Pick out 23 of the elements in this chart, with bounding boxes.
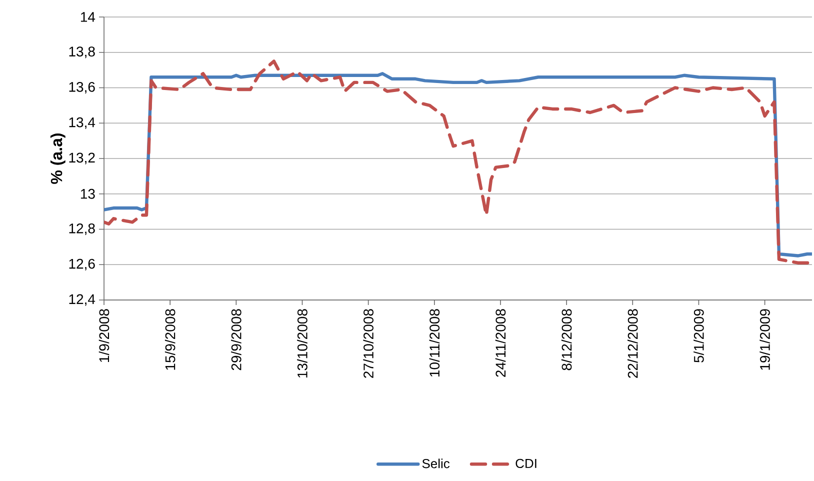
y-tick-label: 13,4 bbox=[69, 117, 96, 129]
x-tick-label: 1/9/2008 bbox=[98, 309, 110, 362]
x-tick-label: 22/12/2008 bbox=[627, 309, 638, 378]
x-tick-label: 5/1/2009 bbox=[694, 309, 704, 362]
x-tick-label: 29/9/2008 bbox=[231, 309, 242, 370]
legend-label: CDI bbox=[516, 458, 536, 468]
y-tick-label: 13,2 bbox=[69, 152, 95, 164]
x-tick-label: 15/9/2008 bbox=[164, 309, 176, 370]
legend-label: Selic bbox=[422, 458, 450, 468]
y-tick-label: 12,4 bbox=[69, 294, 96, 306]
y-tick-label: 13 bbox=[80, 188, 95, 199]
x-tick-label: 10/11/2008 bbox=[429, 309, 440, 376]
x-tick-label: 24/11/2008 bbox=[495, 309, 506, 377]
x-tick-label: 13/10/2008 bbox=[297, 309, 308, 378]
y-tick-label: 14 bbox=[80, 12, 96, 22]
y-tick-label: 12,6 bbox=[69, 258, 95, 270]
y-tick-label: 13,6 bbox=[69, 82, 95, 94]
y-axis-title: % (a.a) bbox=[50, 134, 66, 184]
x-tick-label: 27/10/2008 bbox=[363, 309, 374, 378]
y-tick-label: 13,8 bbox=[69, 46, 95, 58]
y-tick-label: 12,8 bbox=[69, 223, 95, 236]
x-tick-label: 19/1/2009 bbox=[760, 309, 770, 370]
x-tick-label: 8/12/2008 bbox=[561, 309, 572, 370]
